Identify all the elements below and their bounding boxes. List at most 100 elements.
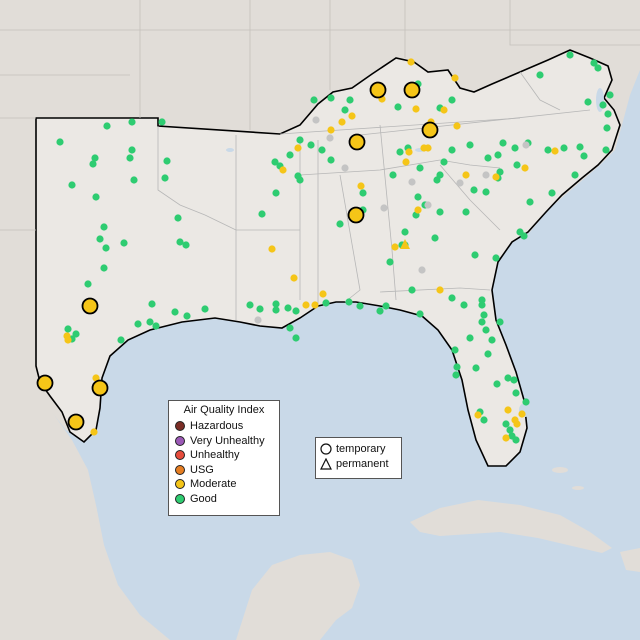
temporary-monitor-marker[interactable] (91, 379, 109, 397)
moderate-monitor-marker[interactable] (492, 173, 500, 181)
good-monitor-marker[interactable] (96, 235, 104, 243)
no-data-monitor-marker[interactable] (408, 178, 416, 186)
good-monitor-marker[interactable] (448, 96, 456, 104)
good-monitor-marker[interactable] (396, 148, 404, 156)
good-monitor-marker[interactable] (130, 176, 138, 184)
no-data-monitor-marker[interactable] (312, 116, 320, 124)
moderate-monitor-marker[interactable] (402, 158, 410, 166)
moderate-monitor-marker[interactable] (279, 166, 287, 174)
good-monitor-marker[interactable] (488, 336, 496, 344)
good-monitor-marker[interactable] (560, 144, 568, 152)
temporary-monitor-marker[interactable] (67, 413, 85, 431)
good-monitor-marker[interactable] (604, 110, 612, 118)
good-monitor-marker[interactable] (286, 324, 294, 332)
moderate-monitor-marker[interactable] (474, 411, 482, 419)
good-monitor-marker[interactable] (484, 154, 492, 162)
temporary-monitor-marker[interactable] (369, 81, 387, 99)
good-monitor-marker[interactable] (284, 304, 292, 312)
moderate-monitor-marker[interactable] (502, 434, 510, 442)
good-monitor-marker[interactable] (126, 154, 134, 162)
moderate-monitor-marker[interactable] (407, 58, 415, 66)
good-monitor-marker[interactable] (482, 326, 490, 334)
good-monitor-marker[interactable] (256, 305, 264, 313)
good-monitor-marker[interactable] (594, 64, 602, 72)
temporary-monitor-marker[interactable] (421, 121, 439, 139)
good-monitor-marker[interactable] (478, 301, 486, 309)
no-data-monitor-marker[interactable] (341, 164, 349, 172)
good-monitor-marker[interactable] (171, 308, 179, 316)
good-monitor-marker[interactable] (440, 158, 448, 166)
good-monitor-marker[interactable] (544, 146, 552, 154)
moderate-monitor-marker[interactable] (348, 112, 356, 120)
moderate-monitor-marker[interactable] (64, 336, 72, 344)
good-monitor-marker[interactable] (451, 346, 459, 354)
good-monitor-marker[interactable] (416, 164, 424, 172)
good-monitor-marker[interactable] (89, 160, 97, 168)
moderate-monitor-marker[interactable] (327, 126, 335, 134)
no-data-monitor-marker[interactable] (522, 141, 530, 149)
moderate-monitor-marker[interactable] (290, 274, 298, 282)
moderate-monitor-marker[interactable] (357, 182, 365, 190)
good-monitor-marker[interactable] (100, 223, 108, 231)
good-monitor-marker[interactable] (356, 302, 364, 310)
moderate-monitor-marker[interactable] (451, 74, 459, 82)
good-monitor-marker[interactable] (128, 146, 136, 154)
moderate-monitor-marker[interactable] (268, 245, 276, 253)
good-monitor-marker[interactable] (484, 350, 492, 358)
good-monitor-marker[interactable] (416, 310, 424, 318)
temporary-monitor-marker[interactable] (403, 81, 421, 99)
good-monitor-marker[interactable] (296, 136, 304, 144)
good-monitor-marker[interactable] (431, 234, 439, 242)
moderate-monitor-marker[interactable] (521, 164, 529, 172)
good-monitor-marker[interactable] (499, 139, 507, 147)
good-monitor-marker[interactable] (158, 118, 166, 126)
good-monitor-marker[interactable] (56, 138, 64, 146)
good-monitor-marker[interactable] (536, 71, 544, 79)
good-monitor-marker[interactable] (341, 106, 349, 114)
temporary-monitor-marker[interactable] (347, 206, 365, 224)
good-monitor-marker[interactable] (272, 300, 280, 308)
good-monitor-marker[interactable] (502, 420, 510, 428)
good-monitor-marker[interactable] (292, 334, 300, 342)
good-monitor-marker[interactable] (408, 286, 416, 294)
no-data-monitor-marker[interactable] (326, 134, 334, 142)
good-monitor-marker[interactable] (580, 152, 588, 160)
good-monitor-marker[interactable] (103, 122, 111, 130)
good-monitor-marker[interactable] (603, 124, 611, 132)
good-monitor-marker[interactable] (504, 374, 512, 382)
good-monitor-marker[interactable] (176, 238, 184, 246)
good-monitor-marker[interactable] (571, 171, 579, 179)
good-monitor-marker[interactable] (386, 258, 394, 266)
moderate-monitor-marker[interactable] (391, 243, 399, 251)
moderate-monitor-marker[interactable] (311, 301, 319, 309)
good-monitor-marker[interactable] (296, 176, 304, 184)
moderate-monitor-marker[interactable] (90, 428, 98, 436)
no-data-monitor-marker[interactable] (418, 266, 426, 274)
good-monitor-marker[interactable] (401, 228, 409, 236)
moderate-monitor-marker[interactable] (92, 374, 100, 382)
good-monitor-marker[interactable] (359, 189, 367, 197)
good-monitor-marker[interactable] (471, 251, 479, 259)
good-monitor-marker[interactable] (512, 436, 520, 444)
good-monitor-marker[interactable] (453, 363, 461, 371)
good-monitor-marker[interactable] (511, 144, 519, 152)
good-monitor-marker[interactable] (163, 157, 171, 165)
good-monitor-marker[interactable] (466, 141, 474, 149)
good-monitor-marker[interactable] (318, 146, 326, 154)
good-monitor-marker[interactable] (91, 154, 99, 162)
good-monitor-marker[interactable] (336, 220, 344, 228)
moderate-monitor-marker[interactable] (319, 290, 327, 298)
good-monitor-marker[interactable] (510, 376, 518, 384)
good-monitor-marker[interactable] (146, 318, 154, 326)
good-monitor-marker[interactable] (470, 186, 478, 194)
good-monitor-marker[interactable] (492, 254, 500, 262)
good-monitor-marker[interactable] (472, 364, 480, 372)
good-monitor-marker[interactable] (526, 198, 534, 206)
good-monitor-marker[interactable] (286, 151, 294, 159)
good-monitor-marker[interactable] (478, 296, 486, 304)
good-monitor-marker[interactable] (345, 298, 353, 306)
good-monitor-marker[interactable] (161, 174, 169, 182)
good-monitor-marker[interactable] (92, 193, 100, 201)
no-data-monitor-marker[interactable] (380, 204, 388, 212)
good-monitor-marker[interactable] (606, 91, 614, 99)
